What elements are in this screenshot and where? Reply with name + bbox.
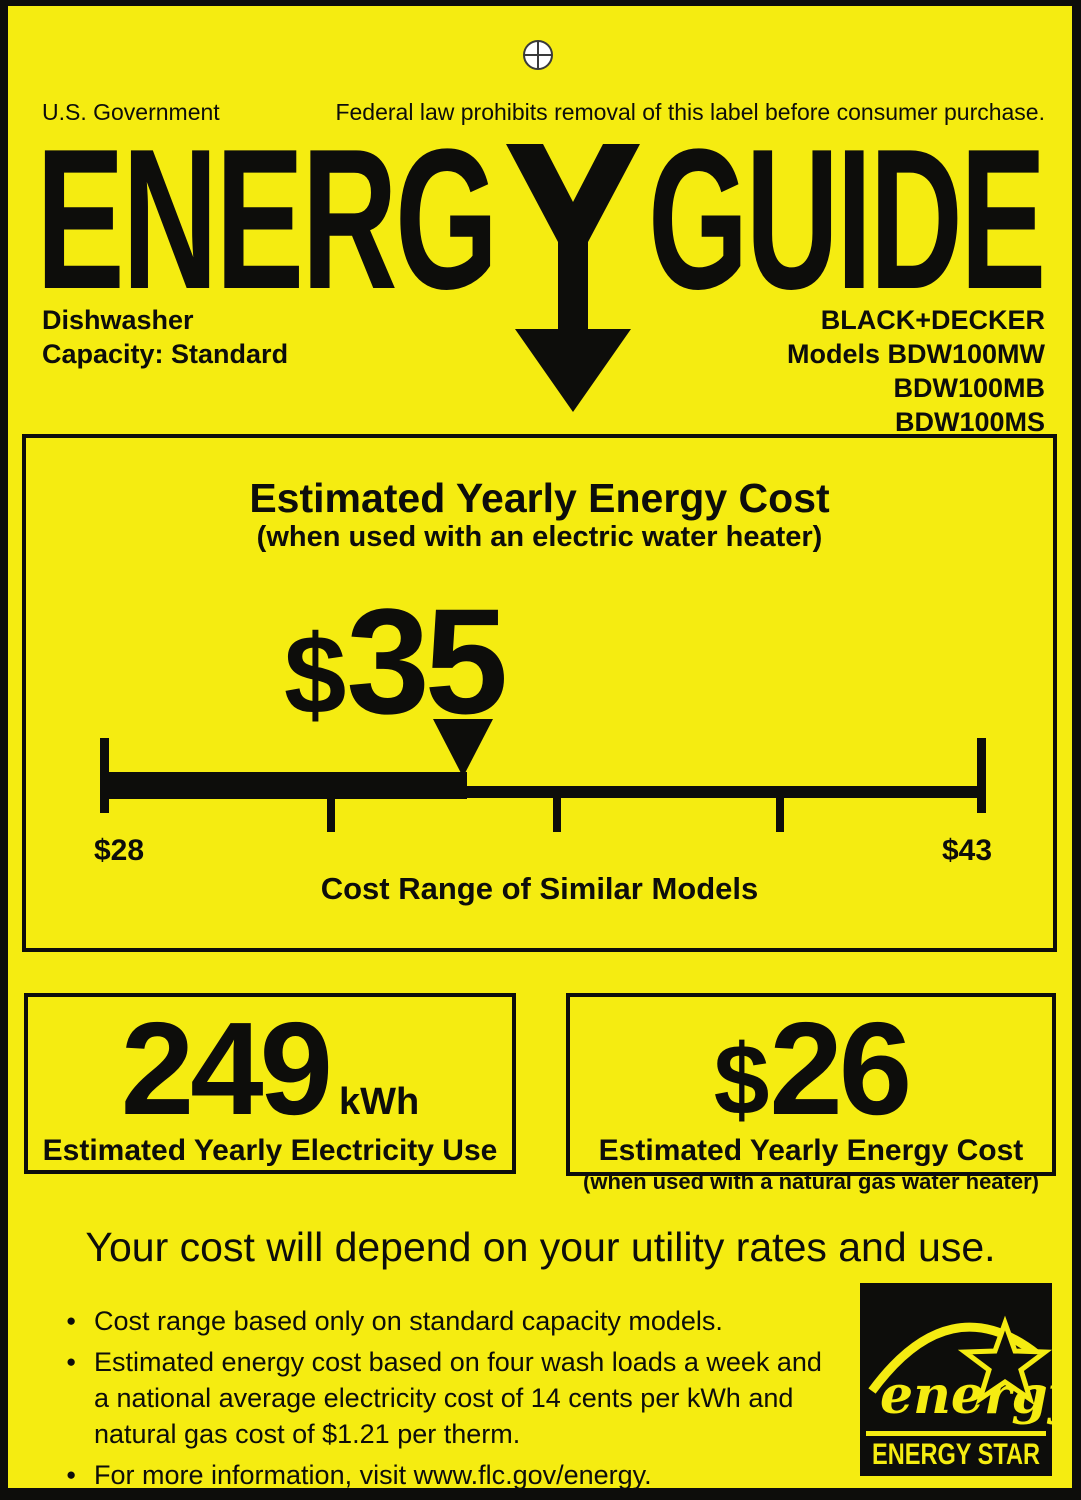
energy-star-label-text: ENERGY STAR xyxy=(872,1438,1040,1471)
logo-text-right: GUIDE xyxy=(648,108,1046,331)
logo-text-left: ENERG xyxy=(36,108,498,331)
scale-tick xyxy=(776,798,784,832)
product-type: Dishwasher xyxy=(42,305,194,335)
gas-cost-box: $26 Estimated Yearly Energy Cost (when u… xyxy=(566,993,1056,1194)
model-line: Models BDW100MW xyxy=(786,339,1045,369)
cost-amount: 35 xyxy=(346,577,508,745)
brand-info: BLACK+DECKER Models BDW100MW BDW100MB BD… xyxy=(787,303,1045,439)
government-text: U.S. Government xyxy=(42,99,220,125)
gas-currency: $ xyxy=(713,1024,770,1136)
electricity-label: Estimated Yearly Electricity Use xyxy=(42,1134,498,1167)
marker-triangle-icon xyxy=(433,719,493,777)
scale-min-label: $28 xyxy=(94,834,145,867)
scale-caption: Cost Range of Similar Models xyxy=(320,871,759,906)
cost-title: Estimated Yearly Energy Cost xyxy=(249,475,830,521)
product-info: Dishwasher Capacity: Standard xyxy=(42,303,288,371)
cost-subtitle: (when used with an electric water heater… xyxy=(256,521,823,554)
gas-value-row: $26 xyxy=(713,995,912,1142)
electricity-use-box: 249 kWh Estimated Yearly Electricity Use xyxy=(24,993,516,1174)
gas-label: Estimated Yearly Energy Cost xyxy=(598,1134,1024,1167)
down-arrow-icon xyxy=(506,144,640,412)
model-line: BDW100MS xyxy=(894,407,1045,437)
electricity-unit: kWh xyxy=(339,1081,420,1123)
energy-star-logo: energy ENERGY STAR xyxy=(860,1283,1052,1476)
federal-notice: Federal law prohibits removal of this la… xyxy=(335,99,1045,125)
brand-name: BLACK+DECKER xyxy=(820,305,1045,335)
energyguide-logo: ENERG GUIDE xyxy=(36,120,1046,412)
scale-tick xyxy=(553,798,561,832)
star-icon xyxy=(957,1315,1052,1406)
model-line: BDW100MB xyxy=(893,373,1045,403)
scale-tick xyxy=(327,798,335,832)
scale-right-endcap xyxy=(977,738,986,813)
energy-star-arc xyxy=(868,1322,1041,1394)
yearly-cost-section: Estimated Yearly Energy Cost (when used … xyxy=(22,434,1057,952)
scale-max-label: $43 xyxy=(942,834,993,867)
product-capacity: Capacity: Standard xyxy=(42,339,289,369)
bullet-item: Cost range based only on standard capaci… xyxy=(66,1303,826,1339)
bullet-item: Estimated energy cost based on four wash… xyxy=(66,1344,826,1452)
footnote-list: Cost range based only on standard capaci… xyxy=(66,1303,826,1498)
utility-note: Your cost will depend on your utility ra… xyxy=(85,1224,996,1270)
estimated-cost-value: $35 xyxy=(284,586,508,737)
scale-filled-bar xyxy=(104,772,467,799)
scale-line xyxy=(467,786,985,798)
gas-sublabel: (when used with a natural gas water heat… xyxy=(583,1168,1039,1194)
gas-value: 26 xyxy=(769,995,912,1142)
currency-symbol: $ xyxy=(284,612,347,737)
electricity-value-row: 249 kWh xyxy=(121,997,419,1135)
bullet-item: For more information, visit www.flc.gov/… xyxy=(66,1457,826,1493)
registration-mark-icon xyxy=(523,40,553,70)
electricity-value: 249 xyxy=(120,995,333,1142)
